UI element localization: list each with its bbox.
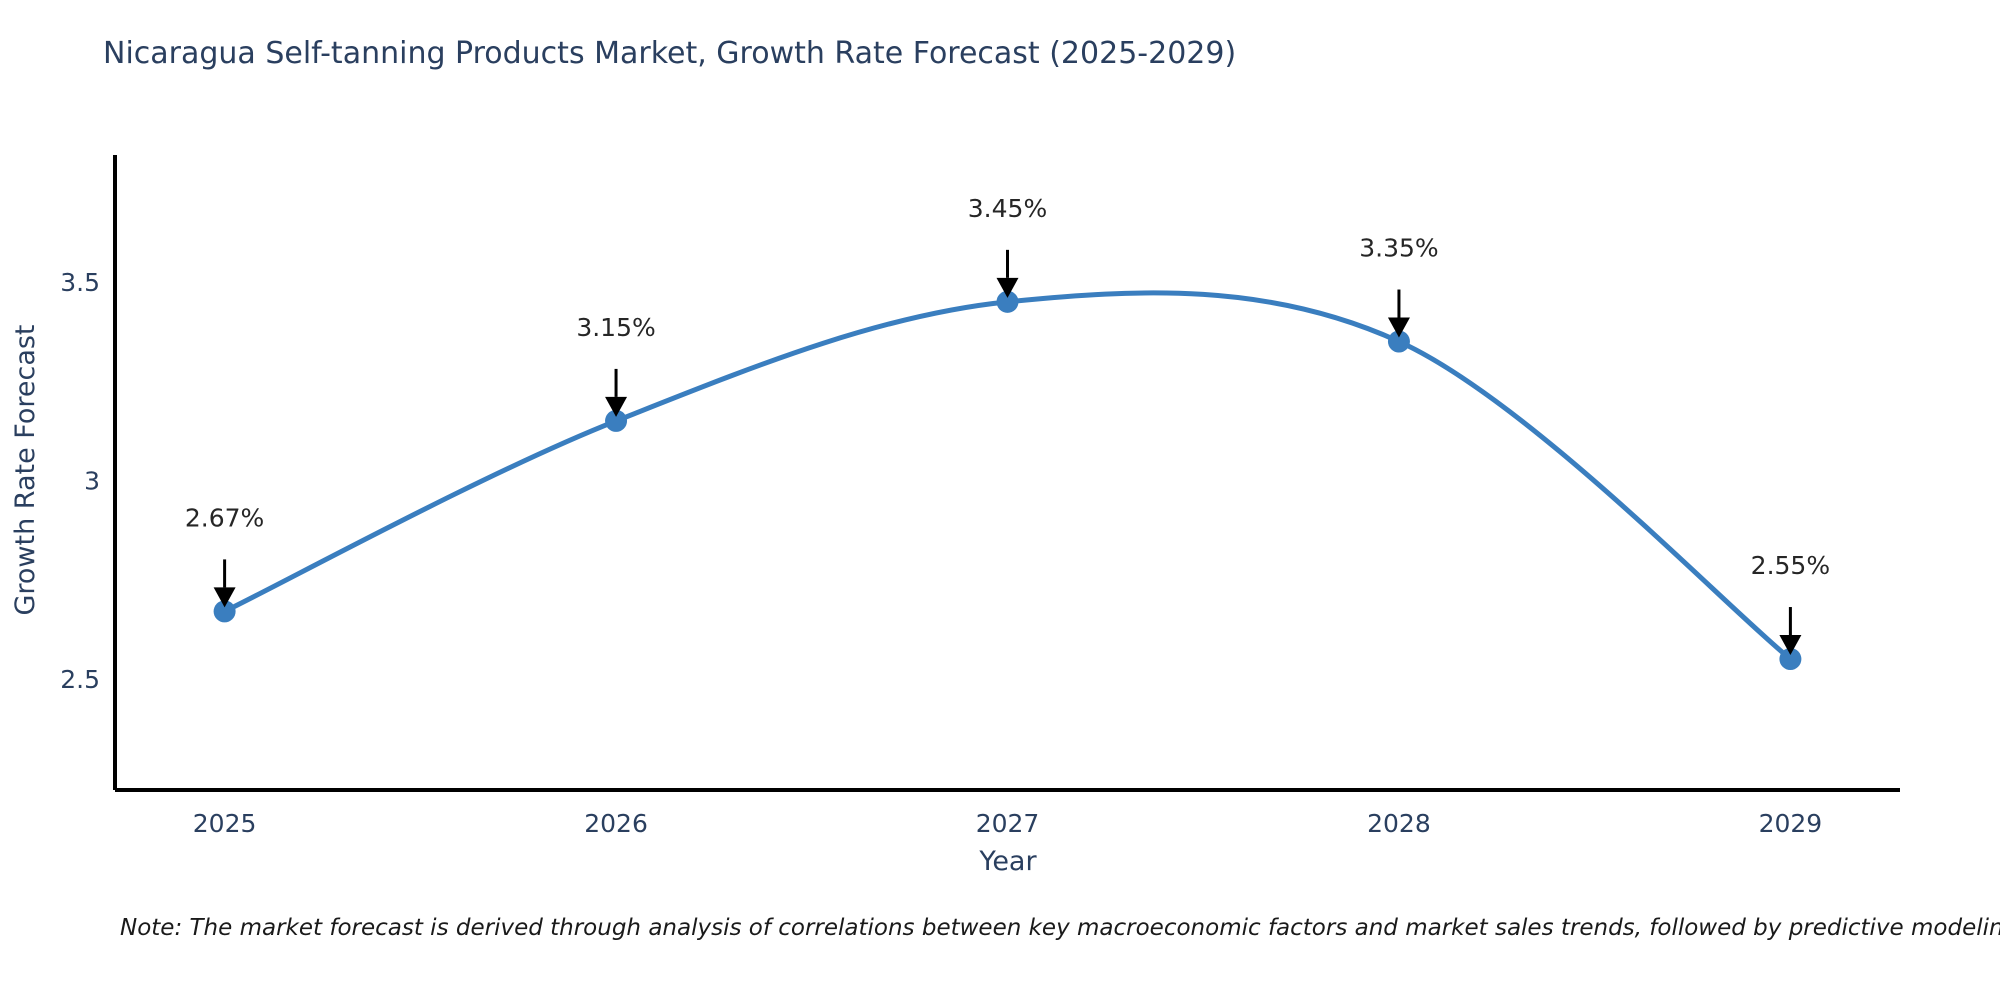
data-point-markers xyxy=(213,290,1802,671)
y-axis-tick-labels: 3.5 3 2.5 xyxy=(60,268,100,694)
x-tick-label: 2027 xyxy=(976,809,1040,838)
x-axis-tick-labels: 2025 2026 2027 2028 2029 xyxy=(193,809,1822,838)
y-tick-label: 3.5 xyxy=(60,268,100,297)
data-point-label: 3.15% xyxy=(576,313,655,342)
annotation-arrow-head xyxy=(1779,635,1802,656)
data-point-marker[interactable] xyxy=(1387,330,1410,353)
data-point-marker[interactable] xyxy=(1779,648,1802,671)
data-point-label: 3.45% xyxy=(968,194,1047,223)
annotation-arrow-head xyxy=(213,587,236,608)
annotation-arrow-head xyxy=(605,396,628,417)
annotation-arrow-head xyxy=(996,277,1019,298)
data-point-marker[interactable] xyxy=(213,600,236,623)
data-point-label: 2.55% xyxy=(1751,551,1830,580)
chart-title: Nicaragua Self-tanning Products Market, … xyxy=(103,36,1237,71)
data-point-marker[interactable] xyxy=(605,409,628,432)
annotation-arrow-head xyxy=(1387,317,1410,338)
x-axis-title: Year xyxy=(978,846,1037,877)
data-point-annotations: 2.67% 3.15% 3.45% 3.35% 2.55% xyxy=(185,194,1830,656)
data-point-marker[interactable] xyxy=(996,290,1019,313)
x-tick-label: 2026 xyxy=(584,809,648,838)
chart-footnote: Note: The market forecast is derived thr… xyxy=(120,915,2000,941)
y-tick-label: 3 xyxy=(84,466,100,495)
y-tick-label: 2.5 xyxy=(60,665,100,694)
x-tick-label: 2025 xyxy=(193,809,257,838)
x-tick-label: 2029 xyxy=(1759,809,1823,838)
data-point-label: 3.35% xyxy=(1359,234,1438,263)
y-axis-title: Growth Rate Forecast xyxy=(10,324,41,615)
data-point-label: 2.67% xyxy=(185,503,264,532)
x-tick-label: 2028 xyxy=(1367,809,1431,838)
data-series-line xyxy=(222,290,1793,662)
